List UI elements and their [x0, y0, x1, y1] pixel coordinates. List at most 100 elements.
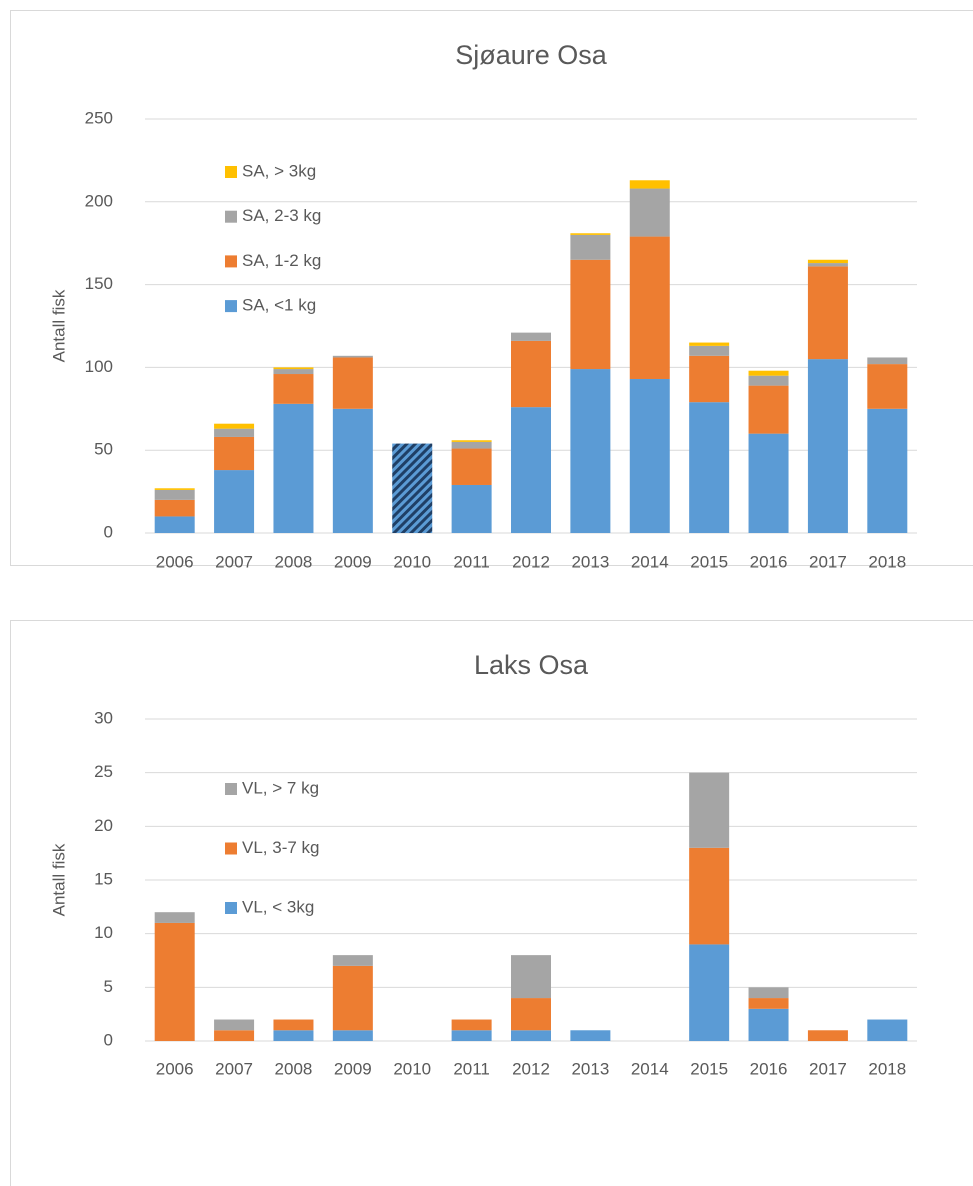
x-tick-label: 2008: [275, 552, 313, 571]
bar-segment: [214, 1019, 255, 1031]
y-tick-label: 30: [94, 708, 113, 727]
y-tick-label: 15: [94, 869, 113, 888]
y-tick-label: 150: [85, 274, 113, 293]
legend-label: SA, 2-3 kg: [242, 206, 321, 225]
x-tick-label: 2007: [215, 552, 253, 571]
bar-segment: [511, 998, 551, 1031]
bar-segment: [570, 369, 611, 533]
bar-segment: [689, 355, 730, 403]
bar-segment: [214, 436, 255, 471]
legend-swatch: [225, 300, 237, 313]
bar-segment: [689, 345, 730, 356]
chart-title: Laks Osa: [474, 650, 589, 680]
bar-segment: [867, 408, 908, 533]
bar-segment: [748, 370, 789, 376]
x-tick-label: 2014: [631, 1059, 669, 1078]
legend-swatch: [225, 902, 237, 914]
bar-segment: [332, 1030, 373, 1041]
x-tick-label: 2010: [393, 1059, 431, 1078]
y-tick-label: 5: [104, 977, 113, 996]
y-tick-label: 25: [94, 762, 113, 781]
bar-segment: [748, 1008, 789, 1041]
bar-segment: [748, 433, 789, 533]
bar-segment: [570, 233, 611, 235]
bar-segment: [154, 922, 195, 1041]
bar-segment: [689, 847, 730, 945]
bar-segment: [451, 1019, 492, 1031]
chart-frame: [10, 10, 973, 566]
bar-segment: [332, 355, 373, 358]
bar-segment: [511, 332, 551, 341]
y-axis-label: Antall fisk: [49, 843, 68, 916]
bar-segment: [511, 955, 551, 999]
bar-segment: [748, 987, 789, 999]
bar-segment: [570, 259, 611, 370]
x-tick-label: 2012: [512, 552, 550, 571]
x-tick-label: 2009: [334, 1059, 372, 1078]
bar-segment: [451, 484, 492, 533]
bar-segment: [689, 944, 730, 1041]
bar-segment: [451, 440, 492, 442]
bar-segment: [867, 364, 908, 409]
bar-segment: [332, 357, 373, 409]
x-tick-label: 2015: [690, 552, 728, 571]
bar-segment: [689, 342, 730, 346]
bar-segment: [867, 357, 908, 365]
bar-segment: [629, 378, 670, 533]
bar-segment: [689, 772, 730, 848]
y-tick-label: 100: [85, 357, 113, 376]
bar-segment: [273, 1019, 314, 1031]
x-tick-label: 2013: [571, 1059, 609, 1078]
chart-title: Sjøaure Osa: [455, 40, 608, 70]
bar-segment: [629, 180, 670, 189]
bar-segment: [748, 375, 789, 386]
bar-segment: [807, 259, 848, 264]
y-axis-label: Antall fisk: [49, 289, 68, 362]
bar-segment: [689, 402, 730, 533]
bar-segment: [214, 423, 255, 429]
bar-segment: [273, 374, 314, 404]
bar-segment: [629, 188, 670, 237]
x-tick-label: 2012: [512, 1059, 550, 1078]
bar-segment: [451, 448, 492, 485]
bar-segment: [629, 236, 670, 379]
bar-segment: [451, 441, 492, 449]
bar-segment: [273, 369, 314, 375]
bar-segment: [214, 470, 255, 533]
bar-segment: [154, 499, 195, 517]
x-tick-label: 2018: [868, 552, 906, 571]
bar-segment: [154, 489, 195, 500]
legend-label: VL, < 3kg: [242, 897, 314, 916]
x-tick-label: 2008: [275, 1059, 313, 1078]
bar-segment: [154, 912, 195, 923]
bar-segment: [807, 1030, 848, 1041]
bar-segment: [392, 443, 433, 533]
x-tick-label: 2017: [809, 552, 847, 571]
bar-segment: [273, 403, 314, 533]
x-tick-label: 2007: [215, 1059, 253, 1078]
x-tick-label: 2006: [156, 1059, 194, 1078]
x-tick-label: 2011: [453, 552, 490, 571]
bar-segment: [748, 385, 789, 434]
x-tick-label: 2015: [690, 1059, 728, 1078]
legend-label: VL, > 7 kg: [242, 778, 319, 797]
x-tick-label: 2010: [393, 552, 431, 571]
x-tick-label: 2006: [156, 552, 194, 571]
bar-segment: [807, 266, 848, 360]
bar-segment: [570, 234, 611, 260]
x-tick-label: 2014: [631, 552, 669, 571]
legend-swatch: [225, 210, 237, 223]
y-tick-label: 50: [94, 440, 113, 459]
x-tick-label: 2011: [453, 1059, 490, 1078]
legend-label: SA, <1 kg: [242, 296, 316, 315]
y-tick-label: 200: [85, 191, 113, 210]
bar-segment: [511, 407, 551, 533]
bar-segment: [214, 428, 255, 437]
chart-frame: [10, 620, 973, 1186]
y-tick-label: 10: [94, 923, 113, 942]
bar-segment: [332, 408, 373, 533]
bar-segment: [154, 516, 195, 533]
x-tick-label: 2017: [809, 1059, 847, 1078]
legend-label: VL, 3-7 kg: [242, 838, 320, 857]
